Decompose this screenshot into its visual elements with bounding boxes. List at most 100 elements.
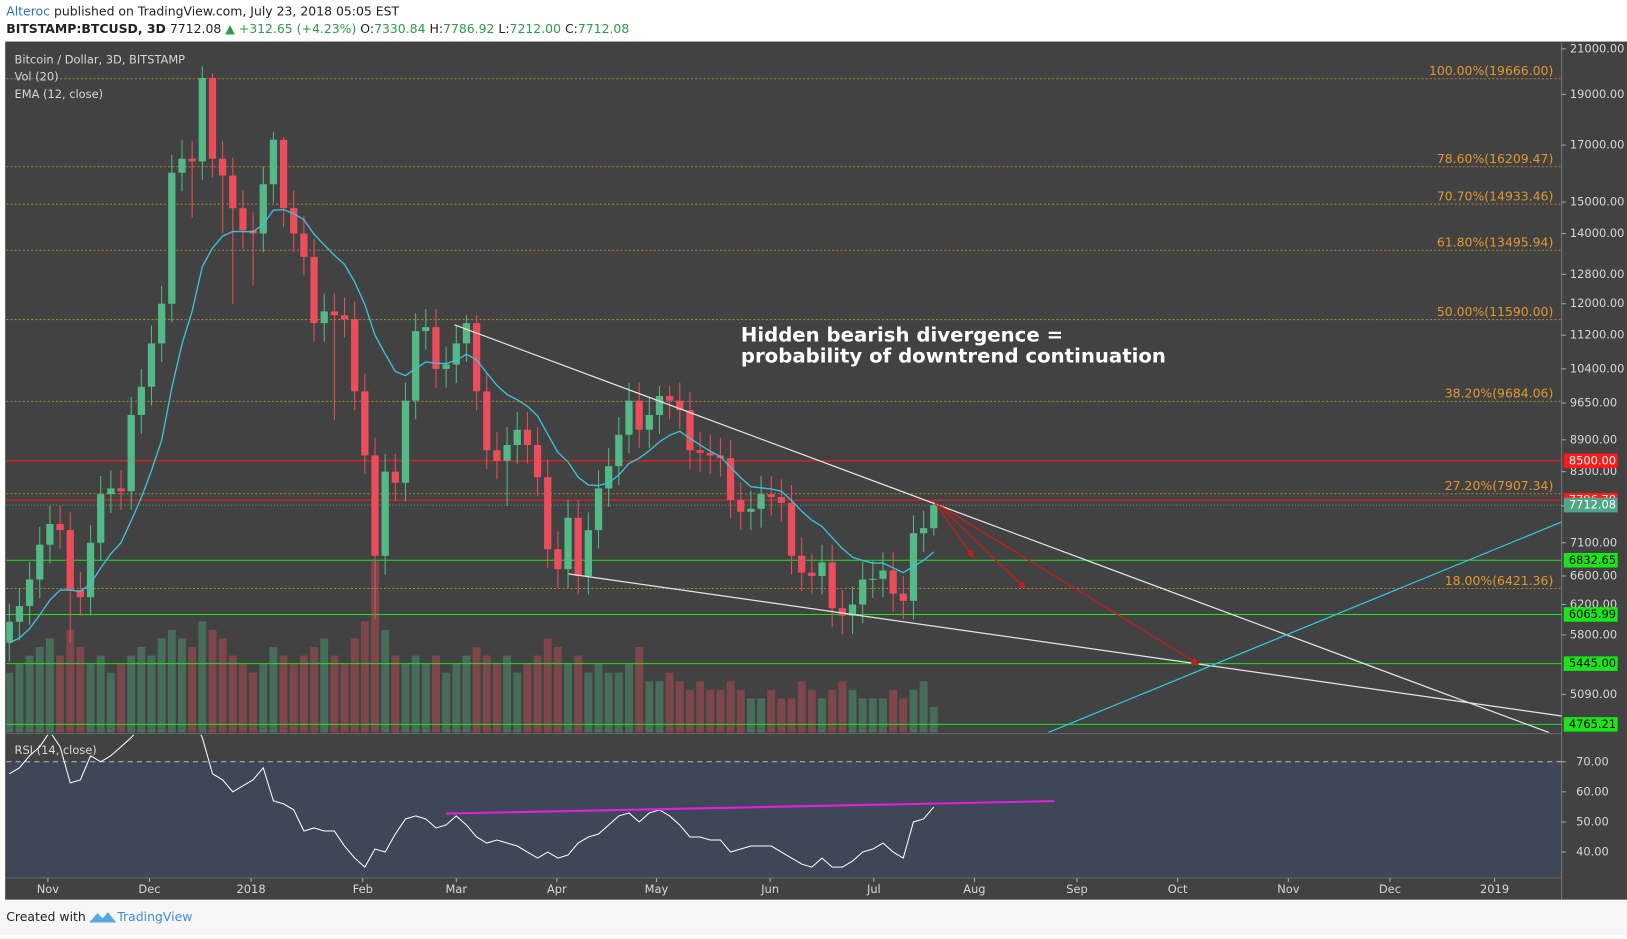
fib-label: 70.70%(14933.46) [1437, 188, 1553, 203]
candle-body [432, 327, 440, 369]
candle-body [472, 323, 481, 392]
volume-bar [787, 698, 796, 733]
volume-bar [909, 689, 918, 733]
footer-brand[interactable]: TradingView [116, 909, 192, 924]
volume-bar [716, 689, 725, 733]
legend-item: RSI (14, close) [15, 743, 97, 757]
candle-body [86, 542, 95, 598]
candle-body [107, 488, 115, 495]
volume-bar [66, 629, 75, 733]
y-tick-label: 9650.00 [1570, 396, 1617, 410]
volume-bar [858, 698, 867, 733]
volume-bar [675, 681, 684, 733]
candle-body [777, 497, 786, 503]
rsi-tick-label: 70.00 [1576, 754, 1609, 768]
volume-bar [523, 664, 532, 733]
x-tick-label: Mar [446, 882, 468, 896]
fib-label: 100.00%(19666.00) [1429, 63, 1553, 78]
y-tick-label: 10400.00 [1570, 361, 1624, 375]
candle-body [127, 414, 135, 492]
candle-body [594, 488, 603, 531]
candle-body [838, 608, 846, 616]
candle-body [401, 400, 410, 483]
price-badge [1563, 656, 1618, 671]
volume-bar [96, 655, 105, 733]
volume-bar [594, 664, 603, 733]
candle-body [76, 590, 85, 598]
y-tick-label: 5090.00 [1570, 687, 1617, 701]
fib-label: 18.00%(6421.36) [1445, 573, 1554, 588]
candle-body [442, 364, 450, 369]
y-tick-label: 12000.00 [1570, 296, 1624, 310]
candle-body [412, 331, 420, 401]
candle-body [371, 455, 379, 556]
price-badge-label: 7712.08 [1569, 498, 1616, 512]
volume-bar [279, 655, 288, 733]
candle-body [229, 175, 237, 209]
publisher[interactable]: Alteroc [6, 3, 50, 18]
candle-body [808, 572, 816, 577]
volume-bar [249, 672, 258, 733]
candle-body [859, 579, 867, 605]
candle-body [574, 517, 582, 577]
candle-body [584, 530, 592, 577]
volume-bar [228, 655, 237, 733]
candle-body [269, 139, 278, 185]
annotation: Hidden bearish divergence = [741, 324, 1063, 347]
y-tick-label: 5800.00 [1570, 627, 1617, 641]
price-badge-label: 5445.00 [1569, 656, 1616, 670]
published: published on TradingView.com, July 23, 2… [54, 3, 400, 18]
symbol: BITSTAMP:BTCUSD, 3D [6, 21, 166, 36]
candle-body [787, 502, 796, 556]
candle-body [462, 323, 471, 344]
volume-bar [106, 672, 115, 733]
candle-body [696, 450, 704, 453]
h-label: H: [429, 21, 443, 36]
volume-bar [584, 672, 593, 733]
logo[interactable] [89, 912, 117, 923]
candle-body [544, 477, 552, 550]
x-tick-label: Dec [138, 882, 160, 896]
rsi-tick-label: 40.00 [1576, 845, 1609, 859]
volume-bar [492, 664, 501, 733]
candle-body [218, 158, 227, 176]
volume-bar [218, 638, 227, 733]
trendline [454, 324, 1550, 733]
candle-body [290, 208, 298, 234]
volume-bar [25, 655, 34, 733]
candle-body [879, 570, 887, 579]
legend-item: Vol (20) [15, 69, 59, 83]
volume-bar [137, 647, 146, 733]
candle-body [930, 505, 938, 529]
x-tick-label: May [645, 882, 669, 896]
candle-body [300, 233, 308, 257]
candle-body [828, 562, 836, 609]
candle-body [259, 184, 267, 234]
candle-body [605, 466, 613, 489]
volume-bar [706, 689, 715, 733]
y-tick-label: 7100.00 [1570, 535, 1617, 549]
price-badge [1563, 552, 1618, 568]
price-badge-label: 6832.65 [1569, 553, 1616, 567]
rsi-trendline [446, 800, 1055, 815]
candle-body [737, 499, 745, 512]
volume-bar [411, 655, 420, 733]
volume-bar [503, 655, 512, 733]
volume-bar [35, 647, 44, 733]
volume-bar [797, 681, 806, 733]
volume-bar [604, 672, 613, 733]
volume-bar [127, 655, 136, 733]
volume-bar [157, 638, 166, 733]
arrow [933, 500, 974, 558]
footer-bg [0, 900, 1627, 935]
volume-bar [614, 672, 623, 733]
x-tick-label: Jun [760, 882, 779, 896]
candle-body [15, 605, 24, 622]
volume-bar [513, 672, 522, 733]
candle-body [635, 400, 643, 430]
candle-body [56, 523, 64, 531]
volume-bar [696, 681, 705, 733]
arrow [937, 503, 1026, 589]
price-badge [1563, 717, 1618, 732]
